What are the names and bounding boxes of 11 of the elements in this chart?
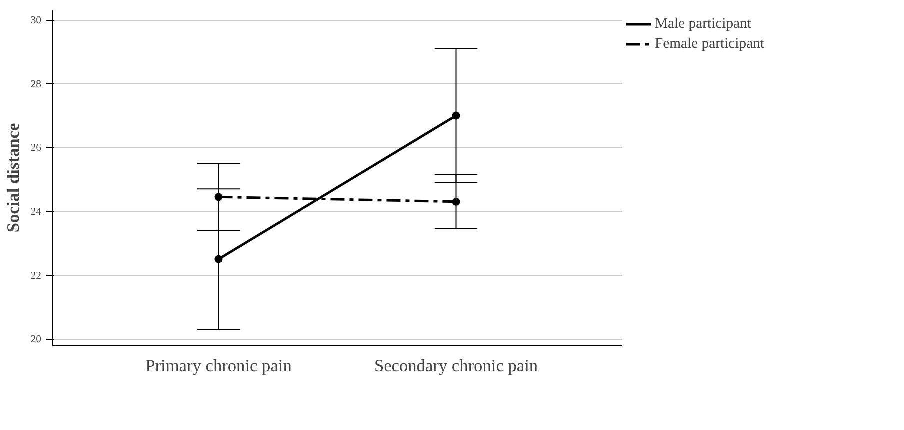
y-tick-label: 26 [30,143,42,154]
x-tick-label: Secondary chronic pain [374,356,538,376]
y-tick-label: 22 [30,270,42,282]
legend-label: Male participant [655,16,752,32]
y-tick-label: 30 [30,16,42,27]
y-tick-label: 24 [30,207,42,218]
y-axis-title: Social distance [4,123,23,233]
x-tick-label: Primary chronic pain [146,356,292,376]
y-tick-label: 20 [30,334,42,346]
y-tick-label: 28 [30,79,42,90]
legend-label: Female participant [655,36,764,52]
